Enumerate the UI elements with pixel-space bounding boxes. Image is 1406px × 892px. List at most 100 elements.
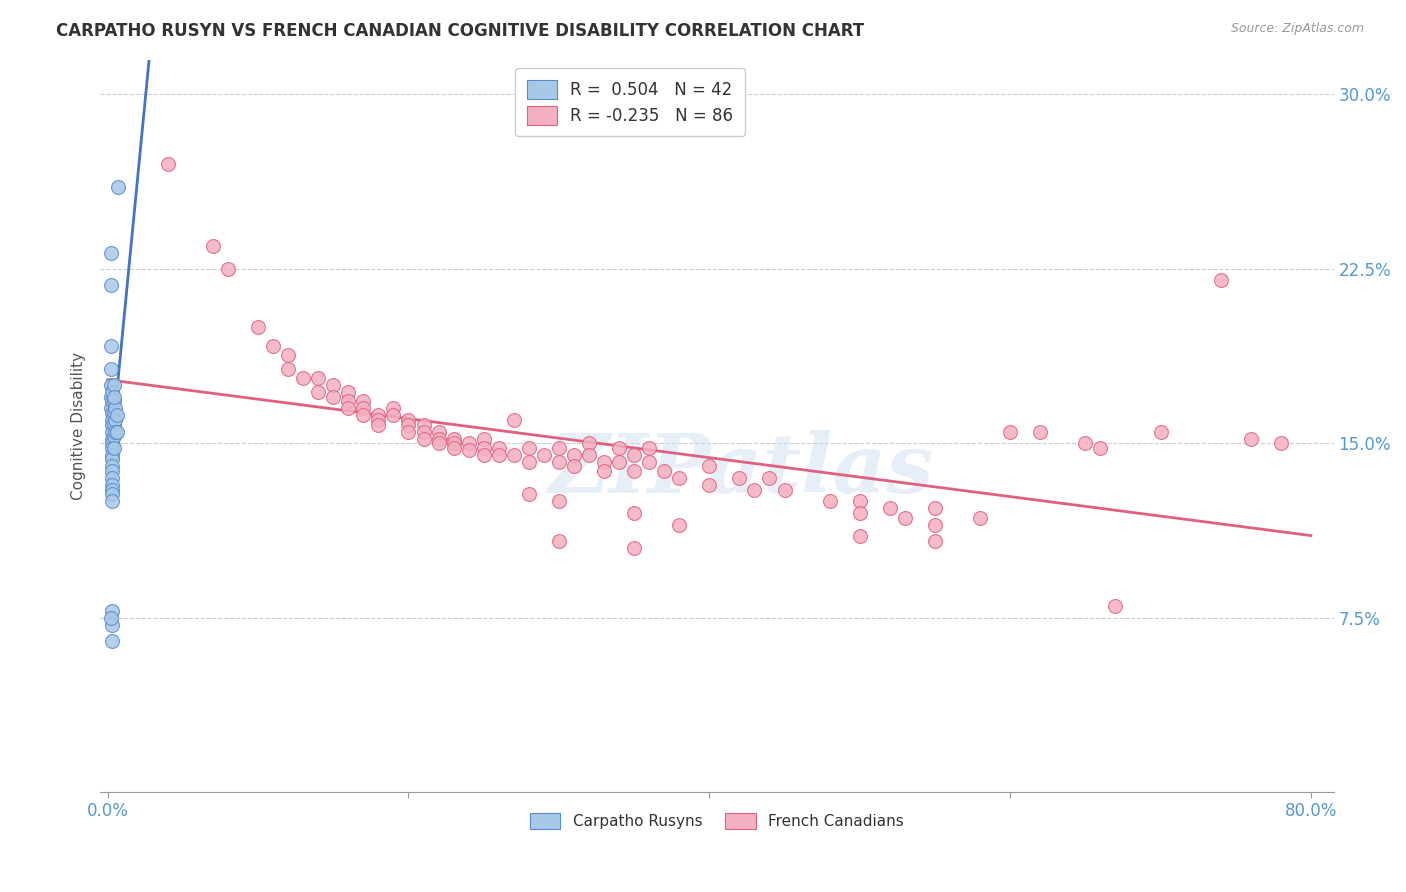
Point [1149, 425, 1171, 439]
Point [623, 541, 645, 555]
Point [307, 385, 329, 400]
Point [201, 238, 224, 252]
Point [105, 409, 128, 423]
Point [472, 448, 495, 462]
Point [562, 459, 585, 474]
Point [352, 409, 374, 423]
Text: CARPATHO RUSYN VS FRENCH CANADIAN COGNITIVE DISABILITY CORRELATION CHART: CARPATHO RUSYN VS FRENCH CANADIAN COGNIT… [56, 22, 865, 40]
Point [217, 261, 239, 276]
Point [100, 401, 122, 416]
Point [398, 417, 420, 432]
Point [502, 413, 524, 427]
Point [502, 448, 524, 462]
Point [100, 245, 122, 260]
Point [744, 483, 766, 497]
Point [924, 533, 946, 548]
Point [101, 432, 124, 446]
Point [773, 483, 796, 497]
Point [101, 436, 124, 450]
Point [924, 501, 946, 516]
Point [517, 487, 540, 501]
Point [101, 617, 124, 632]
Point [517, 455, 540, 469]
Point [623, 448, 645, 462]
Point [412, 432, 434, 446]
Point [101, 441, 124, 455]
Point [1029, 425, 1052, 439]
Point [412, 425, 434, 439]
Point [427, 436, 450, 450]
Point [382, 409, 405, 423]
Point [367, 413, 389, 427]
Point [104, 413, 127, 427]
Point [101, 483, 124, 497]
Point [101, 471, 124, 485]
Point [562, 448, 585, 462]
Point [924, 517, 946, 532]
Point [100, 378, 122, 392]
Point [548, 441, 571, 455]
Point [517, 441, 540, 455]
Point [101, 494, 124, 508]
Point [322, 390, 344, 404]
Point [101, 478, 124, 492]
Point [593, 464, 616, 478]
Point [443, 436, 465, 450]
Point [247, 320, 270, 334]
Point [1240, 432, 1263, 446]
Point [623, 464, 645, 478]
Point [728, 471, 751, 485]
Point [101, 394, 124, 409]
Text: ZIPatlas: ZIPatlas [548, 430, 934, 509]
Point [352, 401, 374, 416]
Point [488, 441, 510, 455]
Point [101, 448, 124, 462]
Point [101, 604, 124, 618]
Text: Source: ZipAtlas.com: Source: ZipAtlas.com [1230, 22, 1364, 36]
Point [101, 406, 124, 420]
Legend: Carpatho Rusyns, French Canadians: Carpatho Rusyns, French Canadians [524, 807, 910, 836]
Point [607, 441, 630, 455]
Point [101, 459, 124, 474]
Point [818, 494, 841, 508]
Point [607, 455, 630, 469]
Point [367, 417, 389, 432]
Point [103, 378, 125, 392]
Point [1209, 273, 1232, 287]
Point [103, 429, 125, 443]
Point [1074, 436, 1097, 450]
Point [337, 385, 360, 400]
Point [548, 455, 571, 469]
Point [578, 448, 600, 462]
Point [998, 425, 1021, 439]
Point [652, 464, 675, 478]
Point [103, 441, 125, 455]
Point [367, 409, 389, 423]
Point [107, 180, 129, 194]
Point [307, 371, 329, 385]
Point [352, 394, 374, 409]
Y-axis label: Cognitive Disability: Cognitive Disability [72, 351, 86, 500]
Point [101, 452, 124, 467]
Point [100, 278, 122, 293]
Point [668, 471, 690, 485]
Point [472, 432, 495, 446]
Point [277, 361, 299, 376]
Point [879, 501, 901, 516]
Point [322, 378, 344, 392]
Point [638, 455, 661, 469]
Point [103, 394, 125, 409]
Point [894, 510, 917, 524]
Point [443, 441, 465, 455]
Point [548, 533, 571, 548]
Point [292, 371, 315, 385]
Point [697, 459, 720, 474]
Point [104, 401, 127, 416]
Point [382, 401, 405, 416]
Point [548, 494, 571, 508]
Point [472, 441, 495, 455]
Point [533, 448, 555, 462]
Point [412, 417, 434, 432]
Point [697, 478, 720, 492]
Point [277, 348, 299, 362]
